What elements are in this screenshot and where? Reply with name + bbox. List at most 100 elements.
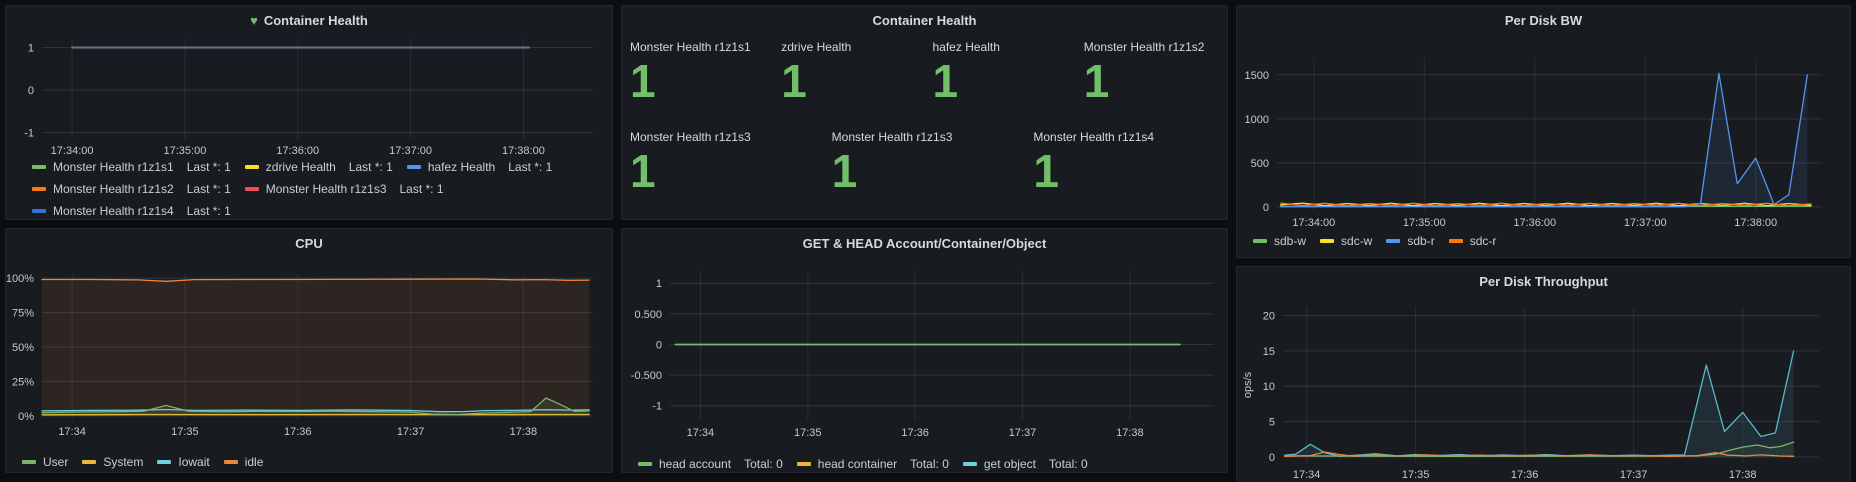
stat-row: Monster Health r1z1s1 1 zdrive Health 1 hafe…: [622, 40, 1227, 104]
stat-value: 1: [630, 55, 656, 107]
legend-item[interactable]: head container Total: 0: [796, 457, 949, 471]
panel-title-get-head[interactable]: GET & HEAD Account/Container/Object: [622, 229, 1227, 257]
per-disk-throughput-chart[interactable]: 0 5 10 15 20 17:34 17:35 17:36 17:37 17:38 ops/s: [1237, 267, 1850, 482]
svg-text:17:34: 17:34: [1293, 469, 1321, 481]
legend-row: User System Iowait idle: [22, 451, 606, 472]
svg-text:25%: 25%: [12, 376, 34, 388]
panel-title-container-health-stats[interactable]: Container Health: [622, 6, 1227, 34]
legend-item[interactable]: idle: [223, 455, 264, 469]
svg-text:17:37: 17:37: [397, 426, 425, 438]
svg-text:17:37:00: 17:37:00: [389, 145, 432, 157]
get-head-chart[interactable]: 1 0.500 0 -0.500 -1 17:34 17:35 17:36 17:37 17:38: [622, 229, 1227, 472]
legend-swatch: [32, 209, 46, 213]
svg-text:100%: 100%: [6, 273, 34, 285]
svg-text:17:37: 17:37: [1620, 469, 1648, 481]
stat-cell: zdrive Health 1: [773, 40, 924, 104]
legend-series-name: get object: [983, 457, 1036, 471]
svg-text:17:35: 17:35: [171, 426, 199, 438]
legend-item[interactable]: sdb-w: [1253, 234, 1306, 248]
legend-item[interactable]: zdrive Health Last *: 1: [244, 160, 393, 174]
cpu-chart[interactable]: 0% 25% 50% 75% 100% 17:34 17:35 17:36 17:37 17:38: [6, 229, 612, 472]
svg-text:17:38: 17:38: [1116, 427, 1144, 439]
legend-item[interactable]: Monster Health r1z1s4 Last *: 1: [32, 204, 231, 218]
legend-item[interactable]: hafez Health Last *: 1: [406, 160, 553, 174]
stat-cell: Monster Health r1z1s1 1: [622, 40, 773, 104]
legend-series-name: idle: [244, 455, 264, 469]
legend-series-value: Last *: 1: [508, 160, 553, 174]
legend-swatch: [244, 187, 259, 191]
stat-row: Monster Health r1z1s3 1 Monster Health r1z…: [622, 130, 1227, 194]
svg-text:17:35: 17:35: [794, 427, 822, 439]
svg-text:1500: 1500: [1245, 70, 1269, 82]
svg-text:17:37:00: 17:37:00: [1624, 217, 1667, 229]
legend-series-value: Last *: 1: [399, 182, 444, 196]
svg-text:ops/s: ops/s: [1242, 371, 1254, 398]
svg-text:0: 0: [1269, 452, 1275, 464]
per-disk-bw-chart[interactable]: 0 500 1000 1500 17:34:00 17:35:00 17:36:00 17:3…: [1237, 6, 1850, 257]
legend-item[interactable]: Monster Health r1z1s2 Last *: 1: [32, 182, 231, 196]
svg-text:500: 500: [1251, 158, 1269, 170]
legend-item[interactable]: sdb-r: [1386, 234, 1435, 248]
panel-title-per-disk-bw[interactable]: Per Disk BW: [1237, 6, 1850, 34]
panel-title-container-health-graph[interactable]: ♥ Container Health: [6, 6, 612, 34]
svg-text:17:38:00: 17:38:00: [502, 145, 545, 157]
legend-row: sdb-w sdc-w sdb-r sdc-r: [1253, 230, 1844, 252]
panel-container-health-stats: Container Health Monster Health r1z1s1 1 z…: [621, 5, 1228, 220]
legend-item[interactable]: get object Total: 0: [962, 457, 1088, 471]
legend-series-value: Total: 0: [744, 457, 783, 471]
heart-icon: ♥: [250, 12, 258, 28]
legend-series-name: Monster Health r1z1s4: [53, 204, 174, 218]
stat-label: Monster Health r1z1s4: [1033, 129, 1155, 144]
container-health-graph-chart[interactable]: 1 0 -1 17:34:00 17:35:00 17:36:00 17:37:00 17:3…: [6, 6, 612, 219]
legend-item[interactable]: sdc-w: [1320, 234, 1372, 248]
svg-text:-1: -1: [24, 128, 34, 140]
legend-series-name: Monster Health r1z1s1: [53, 160, 174, 174]
legend-series-name: sdb-r: [1407, 234, 1435, 248]
stat-label: Monster Health r1z1s1: [630, 40, 751, 54]
legend-swatch: [82, 460, 97, 464]
legend-series-name: head container: [817, 457, 898, 471]
panel-container-health-graph: 1 0 -1 17:34:00 17:35:00 17:36:00 17:37:00 17:3…: [5, 5, 613, 220]
svg-text:17:35:00: 17:35:00: [164, 145, 207, 157]
legend-item[interactable]: User: [22, 455, 68, 469]
legend-series-value: Total: 0: [1048, 457, 1088, 471]
legend-item[interactable]: System: [82, 455, 143, 469]
legend-row: Monster Health r1z1s1 Last *: 1 zdrive Hea…: [32, 156, 606, 178]
legend-series-name: head account: [659, 457, 732, 471]
legend-swatch: [1320, 239, 1335, 243]
legend-item[interactable]: Monster Health r1z1s3 Last *: 1: [244, 182, 444, 196]
svg-text:0%: 0%: [18, 411, 34, 423]
panel-title-text: Container Health: [872, 12, 977, 28]
legend-swatch: [32, 165, 46, 169]
svg-text:0: 0: [1263, 202, 1269, 214]
stat-label: zdrive Health: [781, 40, 852, 54]
legend-series-name: Monster Health r1z1s3: [265, 182, 387, 196]
legend-item[interactable]: Monster Health r1z1s1 Last *: 1: [32, 160, 231, 174]
legend-item[interactable]: head account Total: 0: [638, 457, 783, 471]
legend-item[interactable]: Iowait: [157, 455, 210, 469]
cpu-legend: User System Iowait idle: [22, 451, 606, 472]
legend-row: head account Total: 0 head container Total:…: [638, 453, 1221, 472]
legend-swatch: [157, 460, 172, 464]
svg-text:17:36: 17:36: [1511, 469, 1539, 481]
legend-series-name: sdc-r: [1469, 234, 1497, 248]
stat-value: 1: [781, 55, 807, 107]
legend-series-name: System: [103, 455, 144, 469]
svg-text:17:36: 17:36: [901, 427, 929, 439]
legend-item[interactable]: sdc-r: [1448, 234, 1497, 248]
container-health-stats-grid: Monster Health r1z1s1 1 zdrive Health 1 hafe…: [622, 40, 1227, 219]
svg-text:-1: -1: [652, 401, 662, 413]
legend-swatch: [1253, 239, 1267, 243]
svg-text:1: 1: [28, 43, 34, 55]
legend-series-name: zdrive Health: [265, 160, 336, 174]
legend-series-name: sdc-w: [1341, 234, 1373, 248]
panel-per-disk-bw: 0 500 1000 1500 17:34:00 17:35:00 17:36:00 17:3…: [1236, 5, 1851, 258]
stat-cell: Monster Health r1z1s2 1: [1076, 40, 1227, 104]
get-head-legend: head account Total: 0 head container Total:…: [638, 453, 1221, 472]
legend-series-name: Iowait: [178, 455, 210, 469]
panel-title-cpu[interactable]: CPU: [6, 229, 612, 257]
svg-text:15: 15: [1263, 346, 1275, 358]
panel-title-per-disk-throughput[interactable]: Per Disk Throughput: [1237, 267, 1850, 295]
svg-text:17:38: 17:38: [510, 426, 538, 438]
